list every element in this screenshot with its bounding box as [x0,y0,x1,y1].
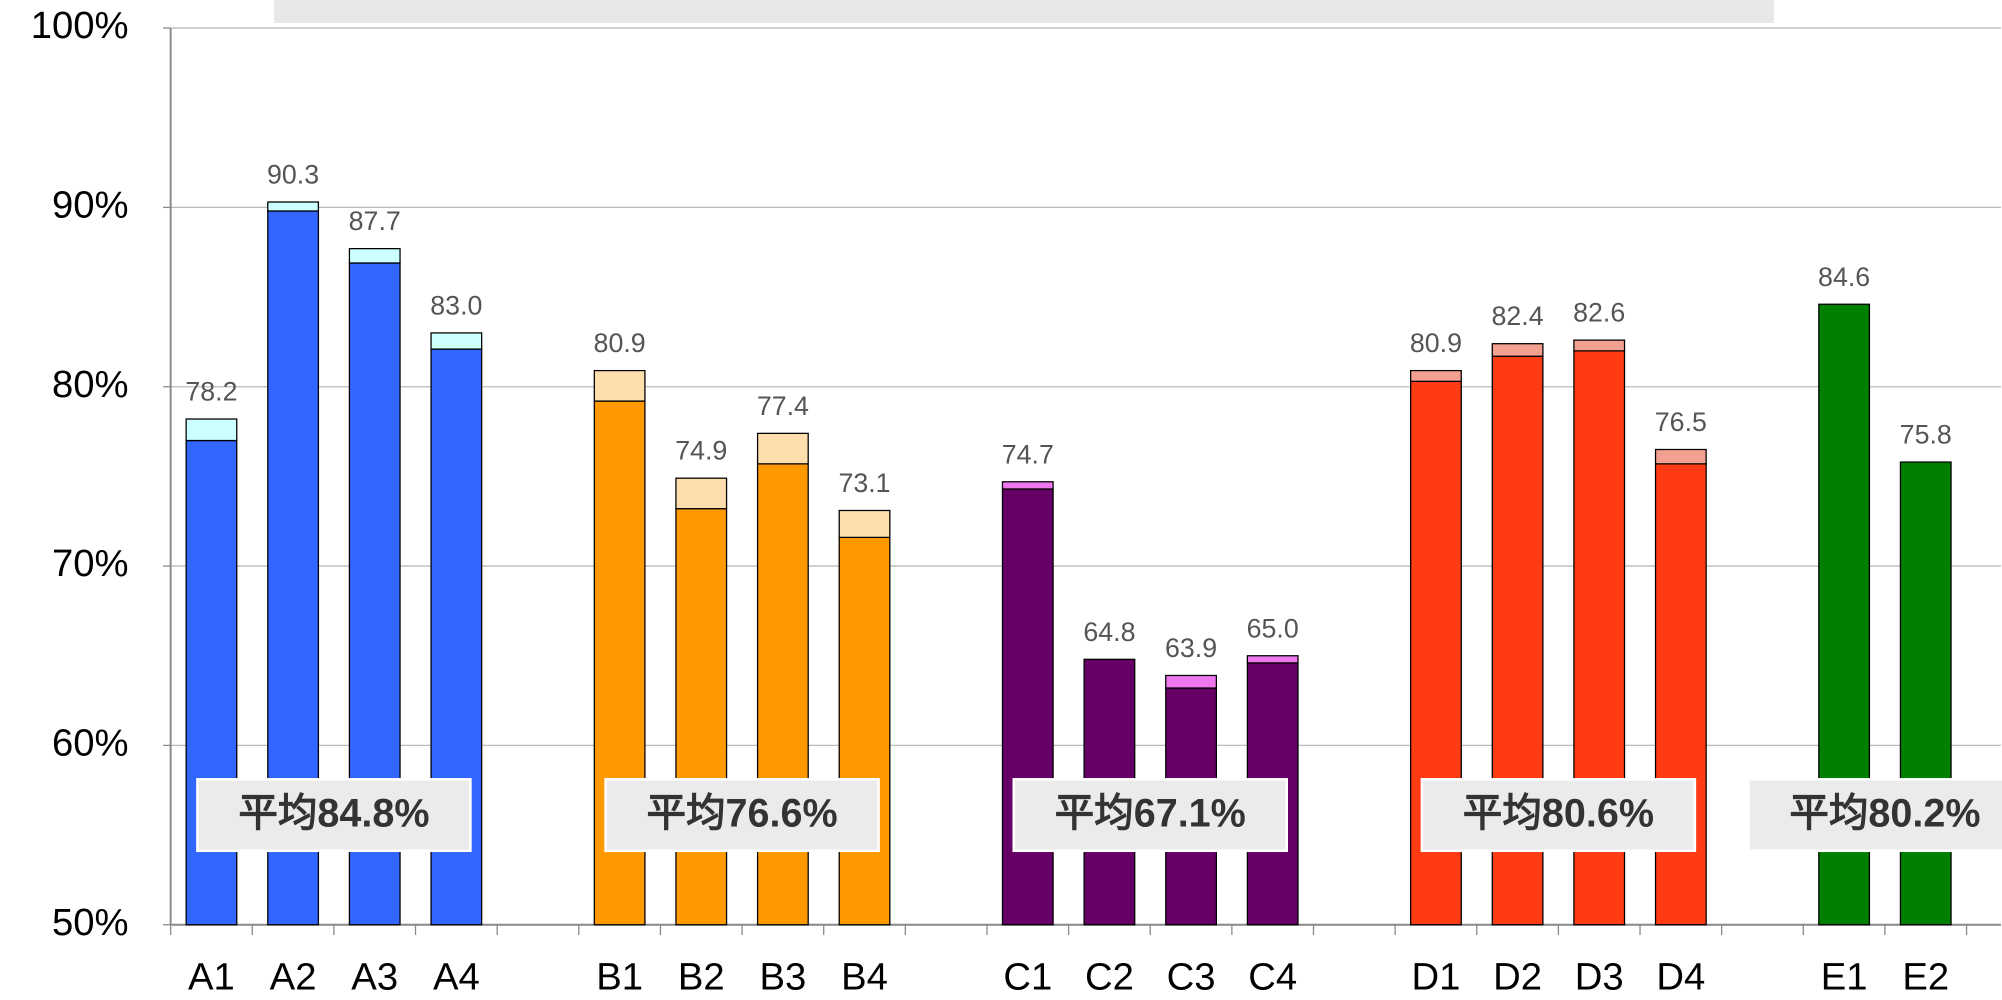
bar-segment [1573,339,1626,352]
bar-segment [1246,655,1299,664]
average-label: 平均67.1% [1055,792,1246,836]
average-box [196,778,472,853]
bar-segment [838,509,891,539]
y-tick-label: 90% [52,184,129,227]
average-label: 平均80.2% [1789,792,1980,836]
bar-segment [675,508,728,926]
y-tick-label: 50% [52,901,129,944]
bar-segment [348,248,401,264]
bar-segment [1001,481,1054,490]
average-box [1012,778,1288,853]
y-tick-label: 60% [52,722,129,765]
bar-segment [1654,463,1707,926]
value-label: 80.9 [1410,328,1462,358]
x-tick-label: A2 [270,956,317,999]
x-tick-label: A4 [433,956,480,999]
average-box [604,778,880,853]
average-label: 平均84.8% [238,792,429,836]
value-label: 80.9 [594,328,646,358]
x-tick-label: C2 [1085,956,1134,999]
bar-segment [756,432,809,465]
bar-segment [675,477,728,510]
x-tick-label: C3 [1167,956,1216,999]
average-label: 平均76.6% [646,792,837,836]
bar-segment [1654,448,1707,465]
header-band [273,0,1774,23]
x-tick-label: B3 [759,956,806,999]
average-label: 平均80.6% [1463,792,1654,836]
bar-segment [756,463,809,926]
bar-segment [838,536,891,926]
x-tick-label: A1 [188,956,235,999]
value-label: 75.8 [1900,420,1952,450]
value-label: 77.4 [757,391,809,421]
bar-segment [1491,343,1544,357]
bar-segment [267,201,320,212]
bar-segment [1001,488,1054,926]
value-label: 78.2 [185,377,237,407]
x-tick-label: E1 [1821,956,1868,999]
x-tick-label: D1 [1411,956,1460,999]
value-label: 82.6 [1573,298,1625,328]
value-label: 76.5 [1655,407,1707,437]
value-label: 74.7 [1002,439,1054,469]
value-label: 74.9 [675,436,727,466]
average-box [1747,778,2002,853]
value-label: 83.0 [430,291,482,321]
value-label: 65.0 [1247,613,1299,643]
x-tick-label: C4 [1248,956,1297,999]
bar-segment [430,332,483,350]
bar-segment [1165,674,1217,689]
x-tick-label: B4 [841,956,888,999]
x-tick-label: D3 [1575,956,1624,999]
value-label: 73.1 [838,468,890,498]
x-tick-label: A3 [351,956,398,999]
x-tick-label: C1 [1003,956,1052,999]
value-label: 63.9 [1165,633,1217,663]
x-tick-label: D4 [1656,956,1705,999]
y-tick-label: 80% [52,363,129,406]
x-tick-label: E2 [1902,956,1949,999]
value-label: 87.7 [349,206,401,236]
average-box [1420,778,1697,853]
bar-segment [593,369,646,402]
y-tick-label: 100% [31,4,129,47]
bar-segment [185,439,238,926]
bar-segment [1410,369,1462,382]
x-tick-label: D2 [1493,956,1542,999]
value-label: 82.4 [1492,301,1544,331]
value-label: 64.8 [1083,617,1135,647]
value-label: 90.3 [267,160,319,190]
x-tick-label: B1 [596,956,643,999]
value-label: 84.6 [1818,262,1870,292]
bar-segment [1899,461,1952,926]
bar-segment [185,418,238,442]
x-tick-label: B2 [678,956,725,999]
y-tick-label: 70% [52,542,129,585]
